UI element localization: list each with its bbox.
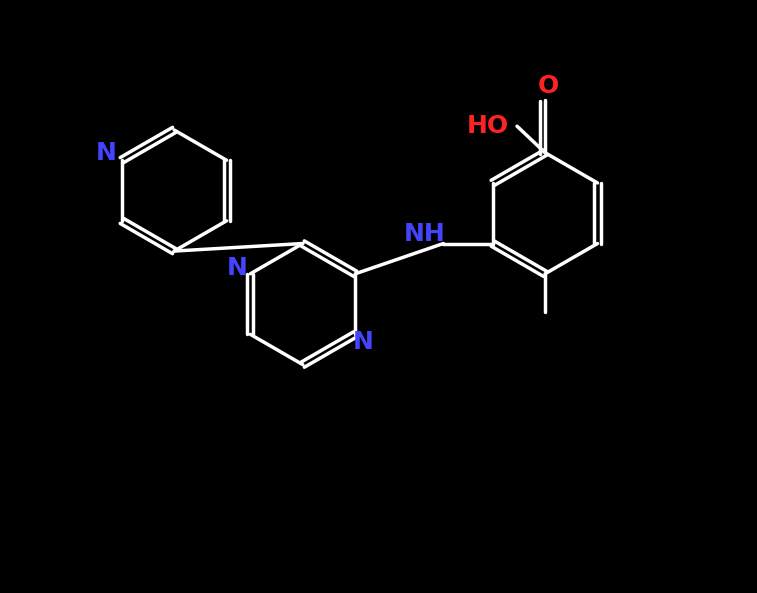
- Text: O: O: [538, 74, 559, 98]
- Text: HO: HO: [467, 114, 509, 138]
- Text: N: N: [226, 256, 248, 280]
- Text: NH: NH: [403, 222, 445, 247]
- Text: N: N: [352, 330, 373, 354]
- Text: N: N: [96, 141, 117, 165]
